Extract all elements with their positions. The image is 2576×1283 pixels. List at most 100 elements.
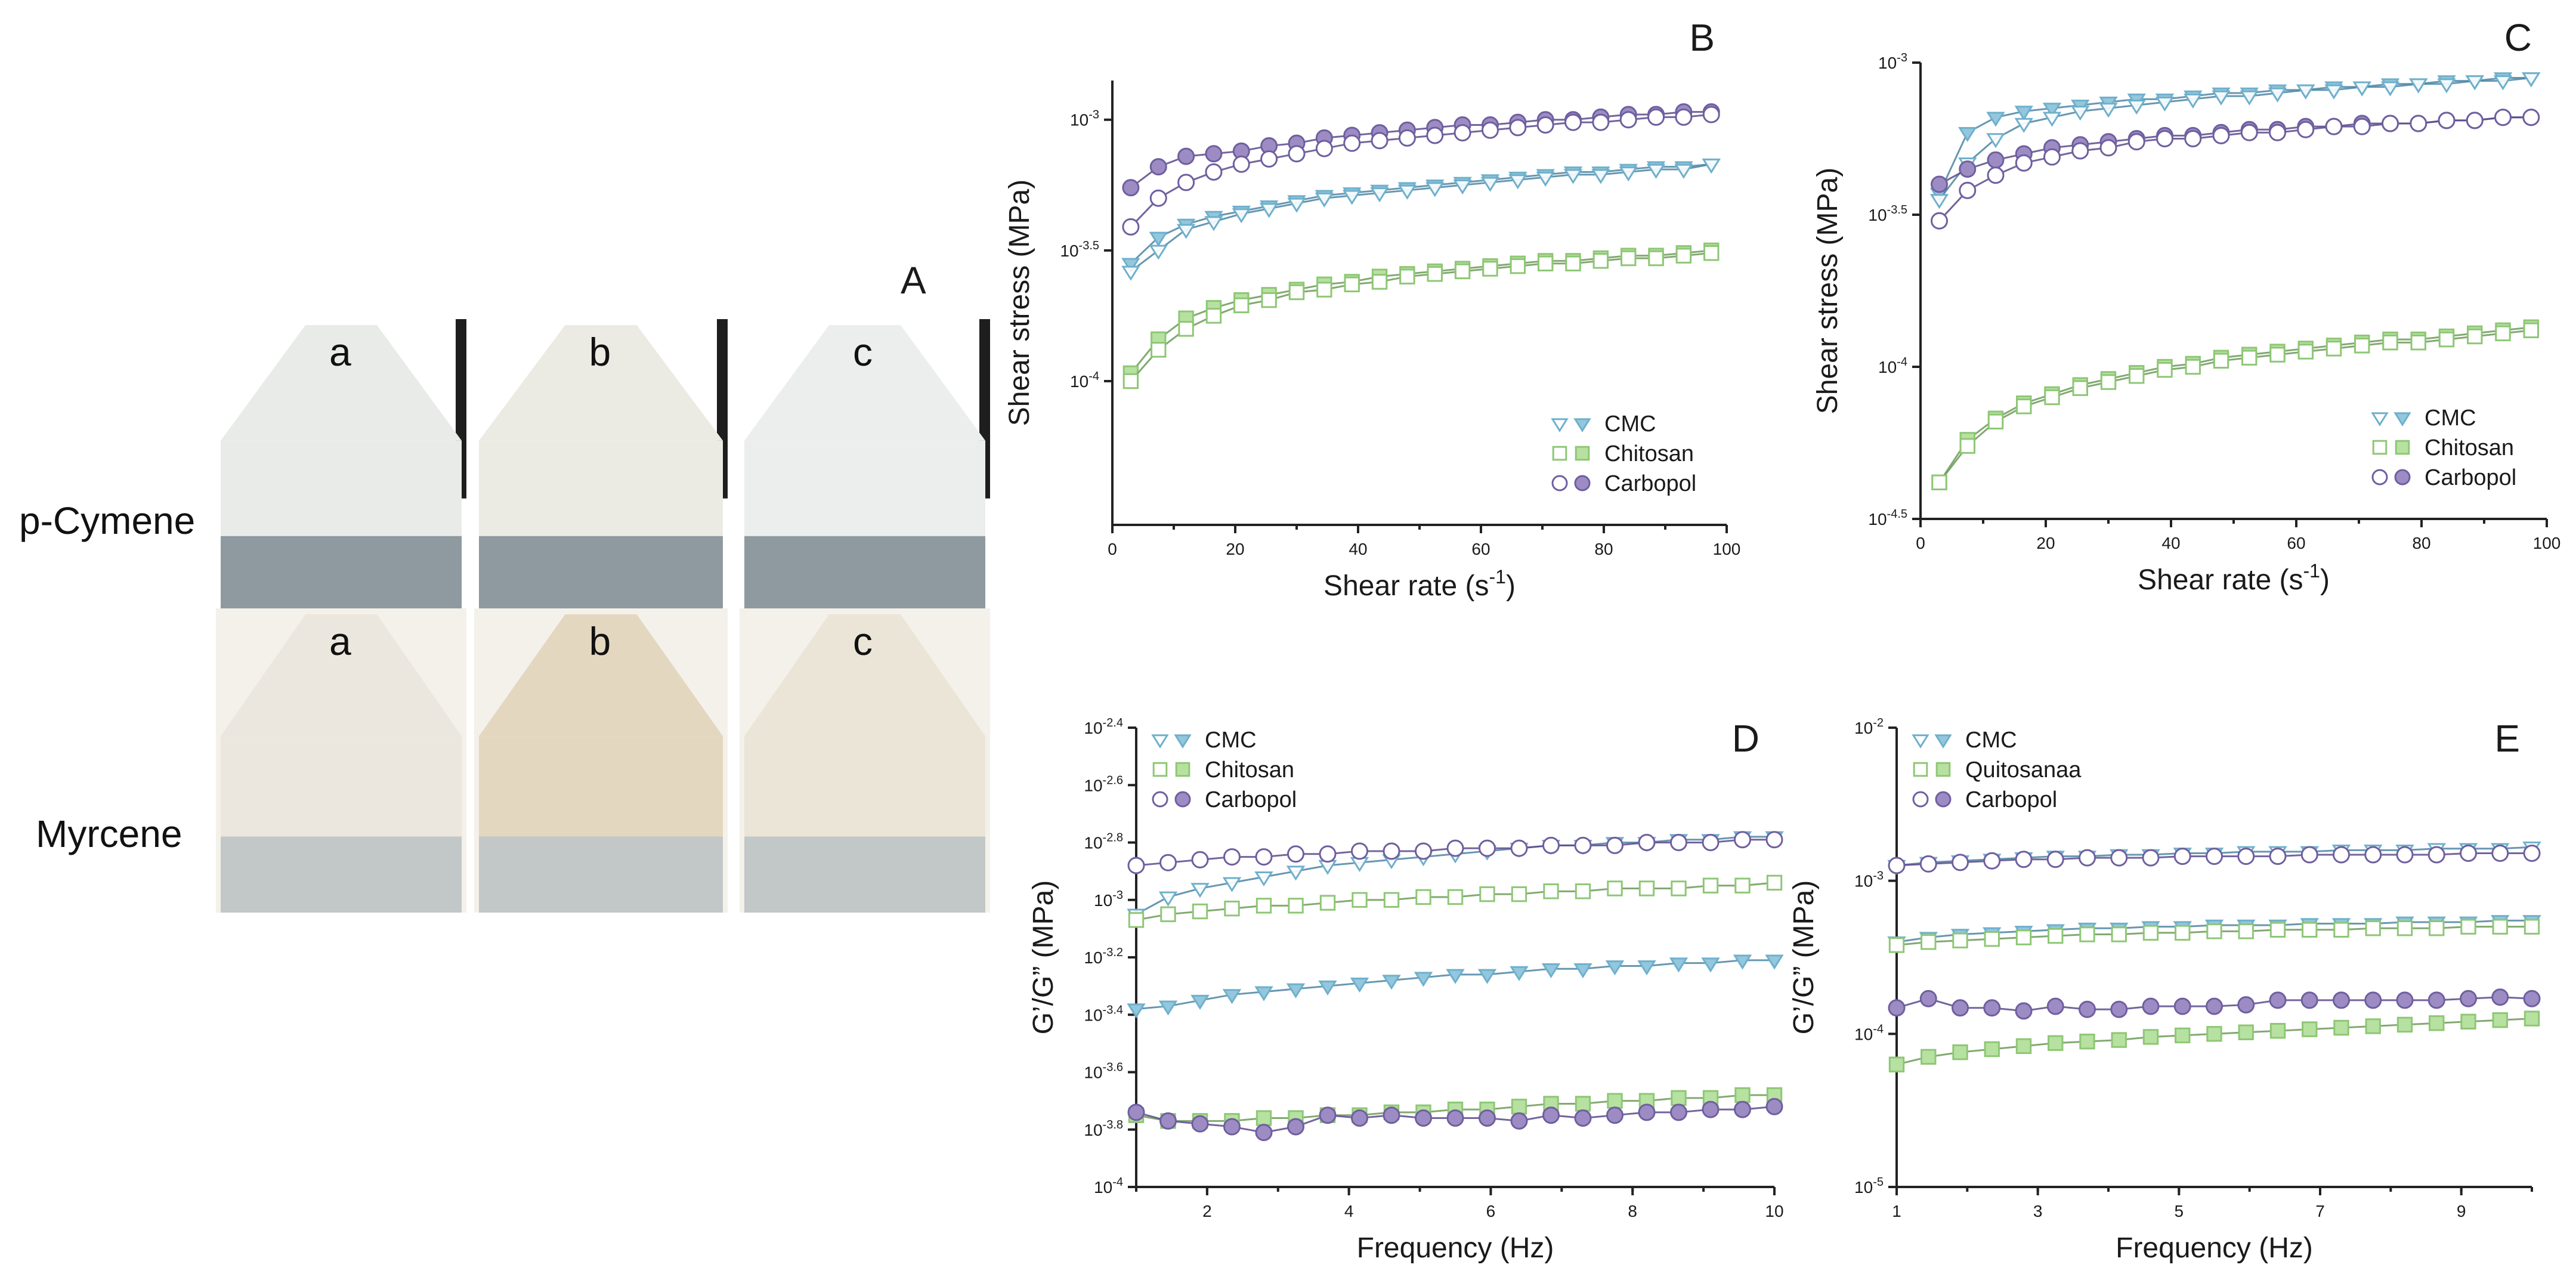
legend-marker-filled: [2393, 412, 2411, 426]
point-cmc-filled: [2014, 106, 2033, 121]
point-chitosan-open: [1888, 937, 1905, 953]
y-tick-label: 10-3: [1070, 109, 1099, 129]
point-carbopol-filled: [1122, 179, 1140, 197]
point-chitosan-open: [1288, 284, 1305, 301]
point-chitosan-open: [2238, 923, 2254, 939]
point-cmc-filled: [1958, 127, 1977, 143]
legend-entry-chitosan: Chitosan: [1552, 441, 1694, 466]
photo-tile-label: b: [589, 330, 611, 374]
y-tick-label: 10-3.8: [1084, 1118, 1123, 1139]
point-carbopol-open: [2396, 846, 2414, 864]
point-chitosan-open: [2460, 919, 2476, 935]
legend-entry-carbopol: Carbopol: [1912, 787, 2057, 812]
point-chitosan-filled: [2269, 1023, 2286, 1039]
point-carbopol-open: [1919, 855, 1937, 873]
panel-letter-c: C: [2504, 16, 2532, 59]
point-carbopol-open: [1564, 113, 1582, 131]
point-cmc-open: [1315, 192, 1334, 208]
point-cmc-filled: [1510, 966, 1529, 981]
point-chitosan-filled: [1255, 1110, 1272, 1126]
fit-line-chitosan-filled: [1938, 326, 2531, 483]
point-carbopol-open: [1223, 848, 1241, 866]
photo-tile-2-b: b: [474, 608, 728, 913]
point-carbopol-open: [2237, 848, 2255, 865]
point-carbopol-open: [2364, 846, 2382, 864]
point-chitosan-open: [2241, 350, 2258, 366]
x-axis-label: Frequency (Hz): [2116, 1232, 2313, 1264]
chart-panel-d: D 2 4 6 8 10 10-4 10-3.8 10-3.6 10-3.4 10-3.2 10-3 1…: [1028, 716, 1784, 1264]
point-carbopol-filled: [1919, 990, 1937, 1007]
point-cmc-open: [1929, 194, 1949, 209]
point-cmc-open: [1619, 166, 1638, 182]
point-chitosan-open: [1921, 934, 1937, 950]
x-tick-label: 60: [2287, 534, 2305, 552]
point-cmc-open: [1149, 245, 1168, 260]
legend-marker-filled: [1175, 762, 1190, 777]
point-carbopol-filled: [1952, 999, 1969, 1017]
container-body: [479, 440, 723, 536]
point-cmc-open: [1536, 171, 1555, 187]
legend-entry-carbopol: Carbopol: [2371, 465, 2516, 490]
y-tick-label: 10-2.8: [1084, 831, 1123, 852]
container-body: [479, 736, 723, 837]
y-tick-label: 10-3: [1854, 870, 1884, 891]
point-chitosan-open: [2467, 328, 2483, 345]
point-chitosan-open: [2111, 926, 2127, 942]
point-carbopol-filled: [1383, 1106, 1400, 1124]
chart-panel-b: B 0 20 40 60 80 100 10-4 10-3.5 10-3 Shear rate (s…: [1004, 16, 1740, 602]
point-carbopol-open: [1481, 121, 1499, 139]
point-carbopol-open: [1510, 839, 1528, 857]
point-carbopol-open: [1398, 129, 1416, 147]
legend-label: Chitosan: [1604, 441, 1694, 466]
point-chitosan-open: [2302, 922, 2318, 938]
legend-label: Carbopol: [1604, 471, 1696, 496]
y-tick-label: 10-4: [1070, 370, 1099, 391]
x-tick-label: 2: [1202, 1202, 1212, 1220]
y-tick-label: 10-4: [1878, 355, 1907, 376]
point-chitosan-filled: [1984, 1041, 2000, 1058]
photo-tile-label: a: [329, 330, 351, 374]
point-carbopol-filled: [2460, 990, 2477, 1007]
photo-tile-1-b: b: [474, 319, 728, 608]
point-carbopol-filled: [2269, 991, 2287, 1009]
point-carbopol-open: [2382, 115, 2399, 132]
point-carbopol-open: [1191, 851, 1209, 868]
point-carbopol-open: [2142, 849, 2160, 867]
point-carbopol-open: [1734, 831, 1751, 849]
point-cmc-open: [2042, 112, 2062, 127]
x-tick-label: 10: [1765, 1202, 1783, 1220]
point-carbopol-open: [2269, 123, 2286, 141]
point-carbopol-open: [2523, 844, 2541, 862]
point-chitosan-open: [1543, 883, 1559, 899]
point-carbopol-open: [1574, 836, 1592, 854]
point-carbopol-open: [1260, 150, 1278, 168]
point-carbopol-open: [1122, 218, 1140, 236]
photo-tile-label: a: [329, 619, 351, 663]
x-axis-label: Shear rate (s-1): [2138, 560, 2330, 596]
point-carbopol-filled: [1542, 1106, 1560, 1124]
x-tick-label: 100: [2533, 534, 2561, 552]
point-cmc-filled: [1573, 963, 1592, 979]
fit-line-cmc-open: [1938, 77, 2531, 200]
legend-marker-open: [1912, 791, 1929, 808]
point-carbopol-filled: [1734, 1100, 1751, 1118]
point-carbopol-filled: [2300, 991, 2318, 1009]
point-cmc-open: [2522, 72, 2541, 88]
point-carbopol-open: [1765, 831, 1783, 849]
point-chitosan-filled: [2333, 1019, 2349, 1036]
point-carbopol-filled: [1765, 1097, 1783, 1115]
legend-entry-cmc: CMC: [1151, 728, 1257, 753]
panel-letter-a: A: [901, 259, 926, 302]
legend-marker-filled: [1575, 446, 1590, 461]
legend-marker-open: [1151, 734, 1169, 749]
point-carbopol-open: [2427, 846, 2445, 864]
legend-entry-chitosan: Quitosanaa: [1913, 758, 2082, 783]
point-chitosan-filled: [2175, 1027, 2191, 1044]
point-chitosan-filled: [1511, 1099, 1527, 1115]
photo-panel: A p-Cymene Myrcene a b c a b c: [19, 259, 990, 913]
point-carbopol-filled: [1223, 1118, 1241, 1136]
legend-marker-filled: [1935, 762, 1951, 777]
point-carbopol-filled: [1446, 1109, 1464, 1127]
point-carbopol-open: [1888, 857, 1906, 874]
container-cone: [479, 325, 723, 441]
